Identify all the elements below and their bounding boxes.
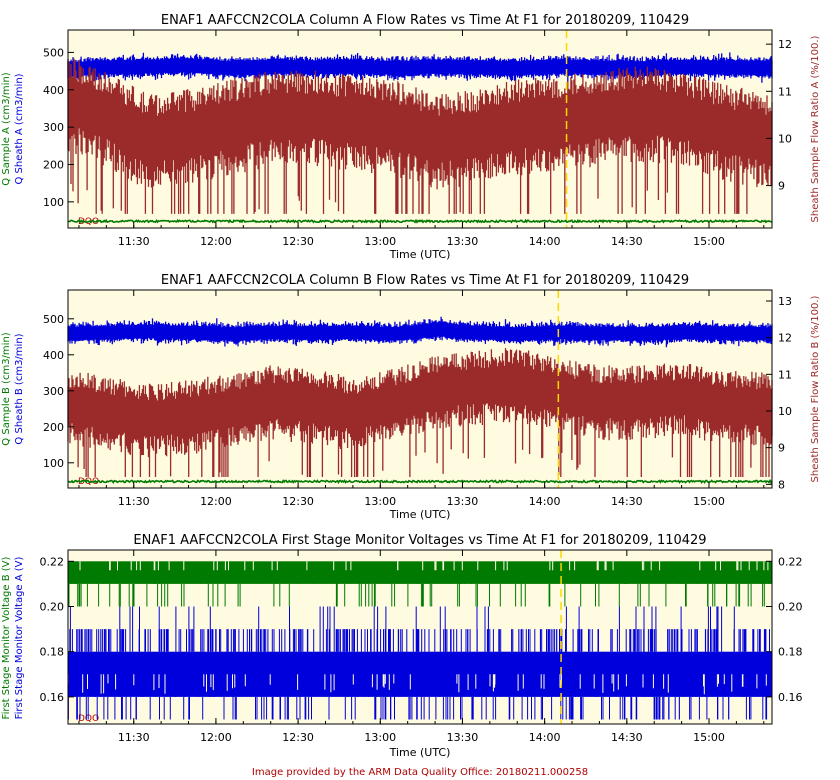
y-axis-label-sample: Q Sample B (cm3/min) [1,332,12,445]
x-tick-label: 13:00 [364,235,396,248]
x-tick-label: 14:30 [611,495,643,508]
y-left-tick-label: 0.18 [40,646,65,659]
y-axis-label-voltage-b: First Stage Monitor Voltage B (V) [1,556,12,719]
y-axis-label-ratio: Sheath Sample Flow Ratio A (%/100.) [810,35,821,222]
x-tick-label: 11:30 [118,235,150,248]
y-right-tick-label: 0.18 [778,646,803,659]
chart-panel-voltages: ENAF1 AAFCCN2COLA First Stage Monitor Vo… [1,533,803,759]
y-right-tick-label: 9 [778,180,785,193]
x-tick-label: 12:00 [200,731,232,744]
y-right-tick-label: 9 [778,442,785,455]
x-axis-label: Time (UTC) [389,508,451,521]
x-tick-label: 14:30 [611,731,643,744]
y-right-tick-label: 10 [778,405,792,418]
y-axis-label-sheath: Q Sheath B (cm3/min) [14,333,25,444]
y-right-tick-label: 0.20 [778,600,803,613]
plot-frame [67,289,773,489]
x-tick-label: 15:00 [693,731,725,744]
y-left-tick-label: 0.22 [40,555,65,568]
x-tick-label: 14:00 [529,731,561,744]
x-tick-label: 13:00 [364,731,396,744]
x-tick-label: 15:00 [693,495,725,508]
footer-credit: Image provided by the ARM Data Quality O… [252,767,588,778]
chart-title: ENAF1 AAFCCN2COLA Column A Flow Rates vs… [161,13,689,28]
series-voltage-a-spikes [69,606,735,652]
plot-frame [67,29,773,229]
chart-panel-column-a: ENAF1 AAFCCN2COLA Column A Flow Rates vs… [1,13,821,261]
y-left-tick-label: 500 [43,313,64,326]
y-left-tick-label: 100 [43,457,64,470]
y-right-tick-label: 13 [778,295,792,308]
chart-title: ENAF1 AAFCCN2COLA Column B Flow Rates vs… [161,273,689,288]
y-left-tick-label: 500 [43,46,64,59]
x-axis-label: Time (UTC) [389,248,451,261]
y-left-tick-label: 0.16 [40,691,65,704]
y-right-tick-label: 12 [778,332,792,345]
x-tick-label: 12:30 [282,235,314,248]
series-voltage-b-band [68,561,772,584]
x-tick-label: 14:00 [529,495,561,508]
y-left-tick-label: 400 [43,349,64,362]
x-tick-label: 13:30 [447,495,479,508]
series-sample [67,218,773,224]
y-right-tick-label: 12 [778,38,792,51]
x-tick-label: 15:00 [693,235,725,248]
y-left-tick-label: 100 [43,196,64,209]
y-axis-label-voltage-a: First Stage Monitor Voltage A (V) [14,556,25,719]
series-voltage-a-band [68,651,772,697]
y-right-tick-label: 11 [778,85,792,98]
y-left-tick-label: 300 [43,385,64,398]
chart-panel-column-b: ENAF1 AAFCCN2COLA Column B Flow Rates vs… [1,273,821,521]
x-tick-label: 13:30 [447,235,479,248]
y-left-tick-label: 400 [43,84,64,97]
y-left-tick-label: 0.20 [40,600,65,613]
x-tick-label: 12:00 [200,235,232,248]
y-axis-label-ratio: Sheath Sample Flow Ratio B (%/100.) [810,295,821,482]
x-tick-label: 14:00 [529,235,561,248]
y-axis-label-sample: Q Sample A (cm3/min) [1,72,12,185]
x-tick-label: 14:30 [611,235,643,248]
x-tick-label: 11:30 [118,495,150,508]
x-tick-label: 12:30 [282,731,314,744]
y-right-tick-label: 10 [778,132,792,145]
y-left-tick-label: 300 [43,121,64,134]
x-axis-label: Time (UTC) [389,746,451,759]
series-voltage-b-gaps [79,561,769,571]
chart-title: ENAF1 AAFCCN2COLA First Stage Monitor Vo… [133,533,706,548]
y-right-tick-label: 0.22 [778,555,803,568]
y-right-tick-label: 11 [778,368,792,381]
x-tick-label: 13:30 [447,731,479,744]
plot-frame [67,549,773,725]
y-left-tick-label: 200 [43,421,64,434]
x-tick-label: 12:30 [282,495,314,508]
series-voltage-a-gaps [67,674,767,695]
x-tick-label: 11:30 [118,731,150,744]
series-voltage-b-spikes [68,579,769,607]
y-axis-label-sheath: Q Sheath A (cm3/min) [14,73,25,184]
y-right-tick-label: 8 [778,478,785,491]
series-sample [68,478,773,485]
x-tick-label: 12:00 [200,495,232,508]
x-tick-label: 13:00 [364,495,396,508]
y-right-tick-label: 0.16 [778,691,803,704]
y-left-tick-label: 200 [43,158,64,171]
